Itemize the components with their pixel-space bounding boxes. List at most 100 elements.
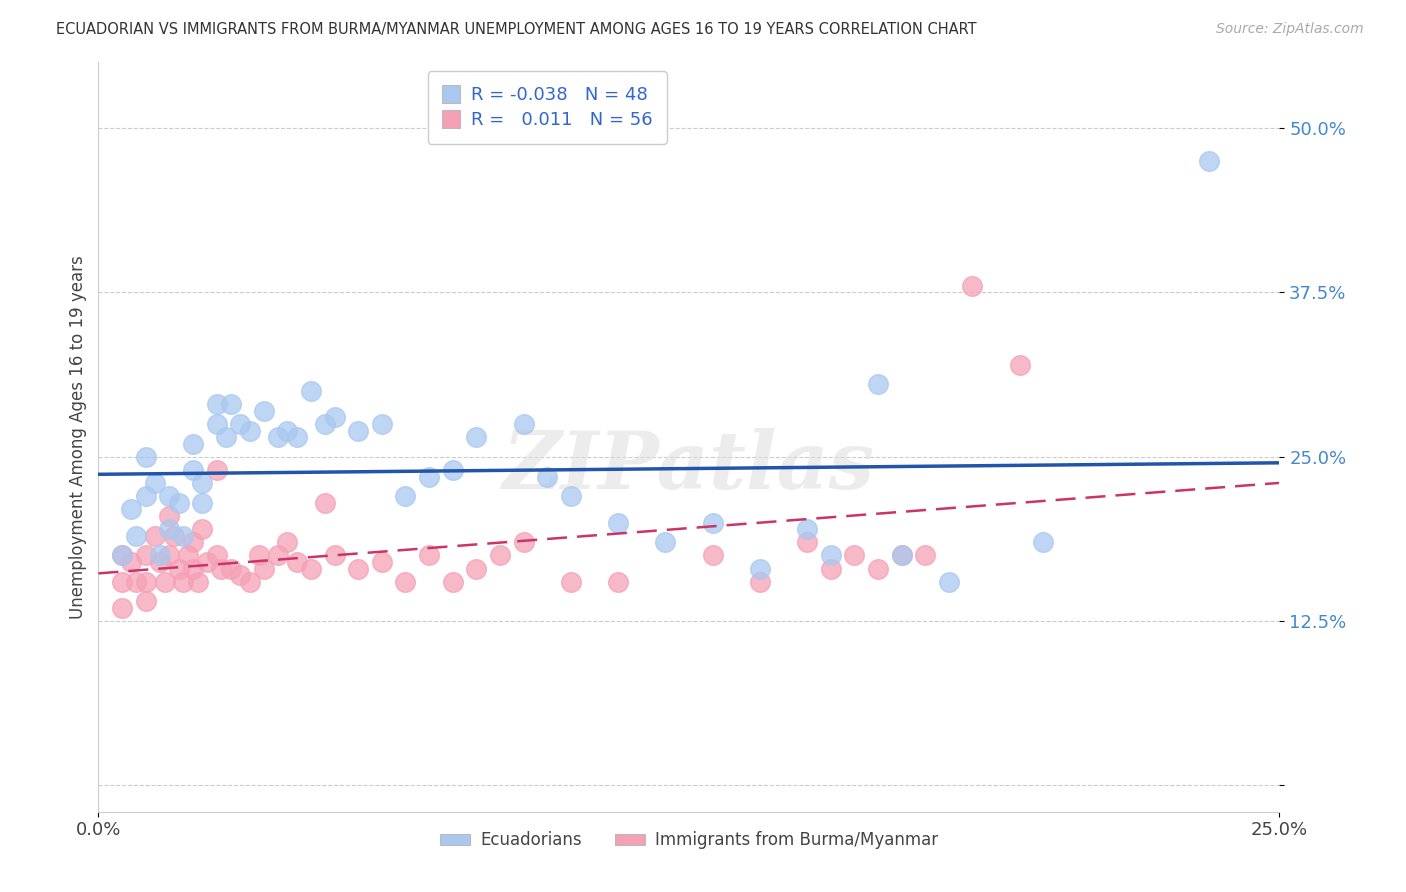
Point (205, 463, 228, 477)
Point (157, 489, 180, 503)
Point (121, 502, 143, 516)
Point (239, 424, 262, 438)
Point (167, 561, 190, 575)
Point (157, 549, 180, 563)
Point (153, 574, 176, 589)
Point (314, 417, 336, 431)
Point (229, 417, 252, 431)
Point (177, 549, 200, 563)
Point (285, 555, 308, 569)
Point (890, 549, 912, 563)
Point (205, 417, 228, 431)
Point (489, 549, 512, 563)
Point (285, 430, 308, 444)
Point (267, 430, 290, 444)
Point (205, 549, 228, 563)
Point (512, 417, 534, 431)
Point (314, 496, 336, 510)
Text: ZIPatlas: ZIPatlas (503, 428, 875, 506)
Point (135, 594, 157, 608)
Point (219, 397, 242, 411)
Point (157, 522, 180, 536)
Point (844, 549, 866, 563)
Point (1198, 154, 1220, 169)
Point (962, 279, 984, 293)
Point (890, 549, 912, 563)
Point (143, 529, 166, 543)
Point (267, 549, 290, 563)
Point (512, 535, 534, 549)
Point (181, 436, 204, 450)
Point (654, 535, 676, 549)
Point (229, 568, 252, 582)
Point (347, 424, 370, 438)
Point (187, 574, 209, 589)
Point (299, 384, 322, 398)
Point (247, 549, 270, 563)
Point (181, 535, 204, 549)
Text: ECUADORIAN VS IMMIGRANTS FROM BURMA/MYANMAR UNEMPLOYMENT AMONG AGES 16 TO 19 YEA: ECUADORIAN VS IMMIGRANTS FROM BURMA/MYAN… (56, 22, 977, 37)
Point (149, 555, 172, 569)
Point (135, 489, 157, 503)
Point (796, 522, 818, 536)
Point (418, 549, 440, 563)
Point (191, 522, 214, 536)
Point (866, 377, 889, 392)
Point (560, 574, 582, 589)
Point (938, 574, 960, 589)
Point (441, 574, 464, 589)
Point (163, 529, 186, 543)
Point (748, 561, 770, 575)
Point (820, 549, 842, 563)
Point (418, 469, 440, 483)
Point (748, 574, 770, 589)
Point (820, 561, 842, 575)
Point (465, 430, 488, 444)
Point (181, 463, 204, 477)
Point (111, 574, 134, 589)
Point (157, 508, 180, 523)
Point (191, 496, 214, 510)
Point (441, 463, 464, 477)
Point (607, 574, 630, 589)
Point (914, 549, 936, 563)
Point (702, 549, 724, 563)
Point (796, 535, 818, 549)
Point (239, 574, 262, 589)
Point (149, 549, 172, 563)
Point (181, 561, 204, 575)
Point (607, 516, 630, 530)
Point (172, 574, 194, 589)
Point (135, 450, 157, 464)
Point (323, 549, 346, 563)
Point (167, 496, 190, 510)
Point (394, 574, 416, 589)
Point (253, 404, 276, 418)
Point (560, 489, 582, 503)
Point (1008, 358, 1031, 372)
Point (347, 561, 370, 575)
Point (219, 561, 242, 575)
Point (253, 561, 276, 575)
Point (323, 410, 346, 425)
Point (866, 561, 889, 575)
Text: Source: ZipAtlas.com: Source: ZipAtlas.com (1216, 22, 1364, 37)
Point (465, 561, 488, 575)
Point (135, 549, 157, 563)
Point (111, 549, 134, 563)
Point (125, 529, 148, 543)
Point (536, 469, 558, 483)
Point (1032, 535, 1054, 549)
Point (205, 397, 228, 411)
Point (121, 555, 143, 569)
Legend: Ecuadorians, Immigrants from Burma/Myanmar: Ecuadorians, Immigrants from Burma/Myanm… (433, 824, 945, 855)
Point (195, 555, 218, 569)
Point (371, 417, 394, 431)
Point (702, 516, 724, 530)
Point (394, 489, 416, 503)
Point (172, 529, 194, 543)
Point (111, 549, 134, 563)
Point (299, 561, 322, 575)
Point (143, 476, 166, 491)
Point (276, 424, 298, 438)
